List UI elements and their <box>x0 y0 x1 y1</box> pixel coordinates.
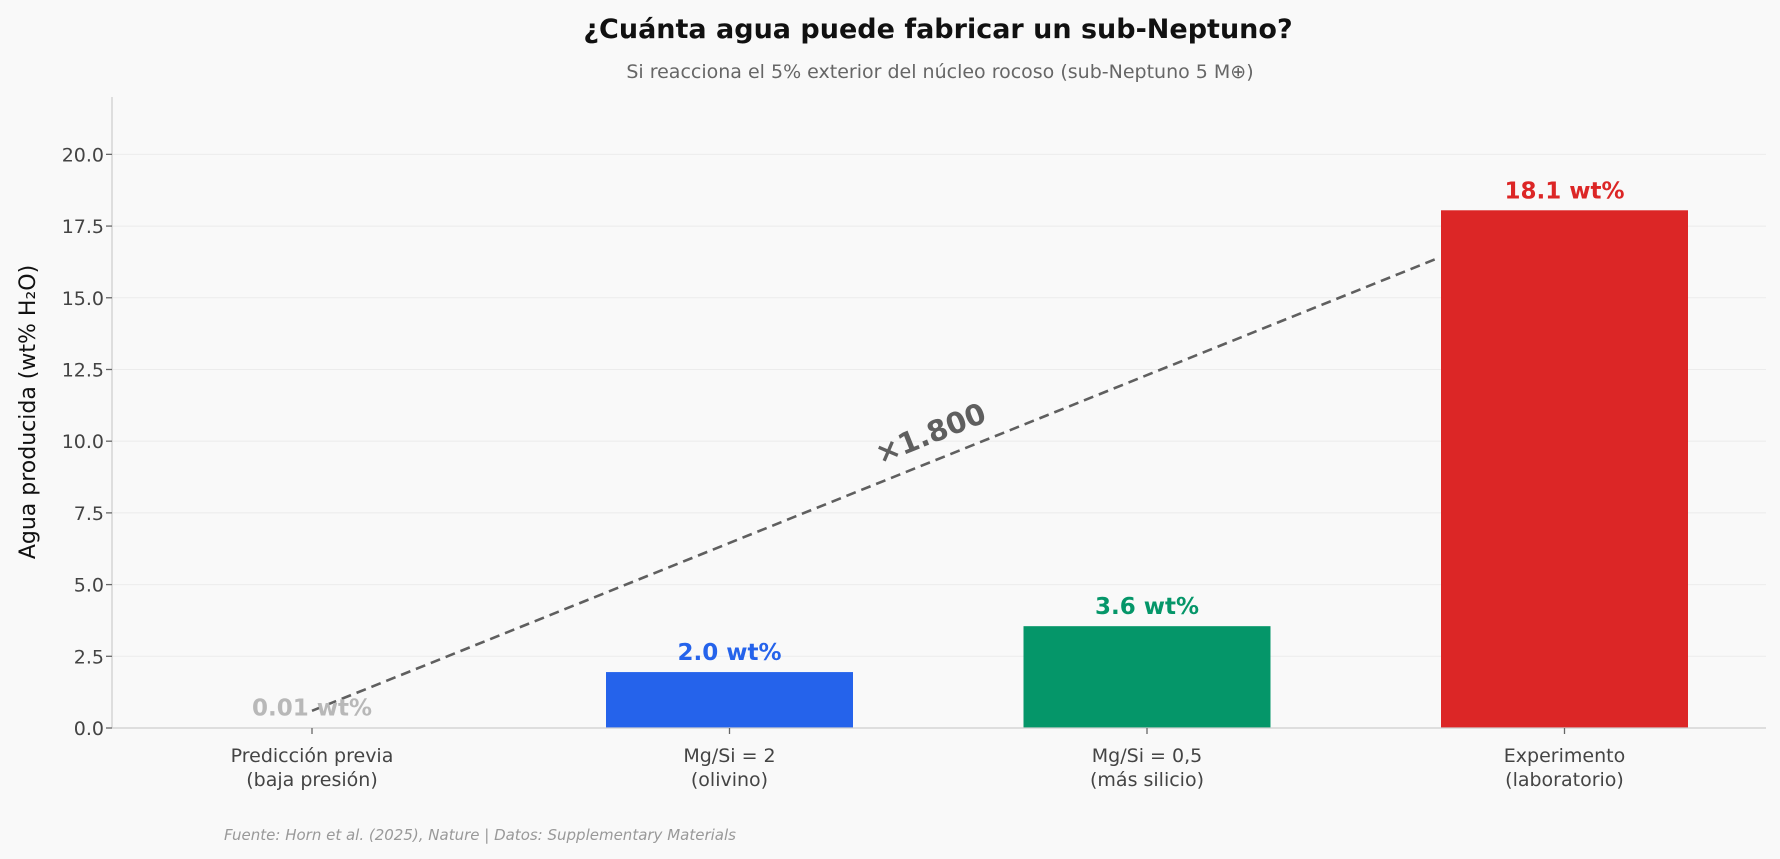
bars <box>188 210 1688 729</box>
chart-subtitle: Si reacciona el 5% exterior del núcleo r… <box>626 61 1253 83</box>
value-label: 2.0 wt% <box>677 640 781 666</box>
y-tick-label: 20.0 <box>62 144 104 166</box>
x-tick-label: Mg/Si = 0,5 (más silicio) <box>1090 745 1204 791</box>
y-tick-label: 10.0 <box>62 431 104 453</box>
x-tick-label: Mg/Si = 2 (olivino) <box>683 745 775 791</box>
axes <box>111 97 1766 729</box>
trend-arrow-line <box>311 256 1440 712</box>
y-axis-label: Agua producida (wt% H₂O) <box>16 265 41 559</box>
bar <box>1441 210 1688 728</box>
y-tick-label: 0.0 <box>74 718 104 740</box>
chart-title: ¿Cuánta agua puede fabricar un sub-Neptu… <box>583 14 1292 45</box>
x-tick-label: Experimento (laboratorio) <box>1504 745 1625 791</box>
y-tick-label: 15.0 <box>62 288 104 310</box>
y-ticks: 0.0 2.5 5.0 7.5 10.0 12.5 15.0 17.5 20.0 <box>62 144 112 740</box>
x-tick-label: Predicción previa (baja presión) <box>231 745 394 791</box>
value-labels: 0.01 wt% 2.0 wt% 3.6 wt% 18.1 wt% <box>252 178 1625 721</box>
value-label: 3.6 wt% <box>1095 594 1199 620</box>
y-tick-label: 2.5 <box>74 646 104 668</box>
value-label: 18.1 wt% <box>1504 178 1624 204</box>
y-tick-label: 7.5 <box>74 503 104 525</box>
x-ticks: Predicción previa (baja presión) Mg/Si = 2… <box>231 728 1625 791</box>
gridlines <box>112 153 1766 729</box>
multiplier-annotation: ×1.800 <box>870 396 990 471</box>
bar <box>1023 626 1271 728</box>
value-label: 0.01 wt% <box>252 696 372 722</box>
y-tick-label: 12.5 <box>62 359 104 381</box>
source-note: Fuente: Horn et al. (2025), Nature | Dat… <box>224 826 736 844</box>
y-tick-label: 5.0 <box>74 575 104 597</box>
y-tick-label: 17.5 <box>62 216 104 238</box>
bar <box>606 672 853 728</box>
